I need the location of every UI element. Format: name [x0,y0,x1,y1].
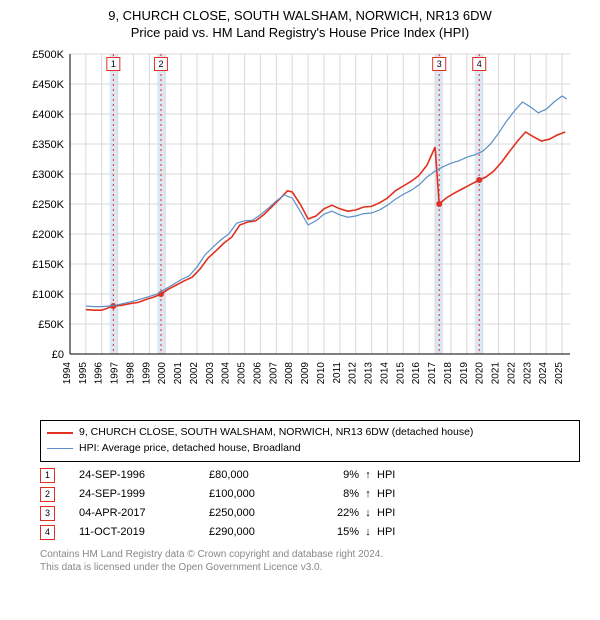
x-tick-label: 2015 [395,362,406,385]
y-tick-label: £350K [32,139,64,151]
footer: Contains HM Land Registry data © Crown c… [40,548,580,574]
title-sub: Price paid vs. HM Land Registry's House … [0,25,600,40]
footer-line1: Contains HM Land Registry data © Crown c… [40,548,580,561]
x-tick-label: 1995 [78,362,89,385]
x-tick-label: 2011 [332,362,343,384]
sales-pct: 8% [309,488,359,500]
sales-row: 3 04-APR-2017£250,00022%↓HPI [40,504,580,523]
chart-svg: £0 £50K £100K £150K £200K £250K £300K £350K £400… [20,44,580,414]
page: 9, CHURCH CLOSE, SOUTH WALSHAM, NORWICH,… [0,0,600,574]
sale-marker-number: 2 [158,59,163,69]
x-tick-label: 2022 [506,362,517,385]
x-tick-label: 2025 [554,362,565,385]
y-tick-label: £100K [32,289,64,301]
legend: 9, CHURCH CLOSE, SOUTH WALSHAM, NORWICH,… [40,420,580,462]
sale-marker-number: 1 [111,59,116,69]
x-tick-label: 2001 [173,362,184,385]
x-tick-label: 2013 [364,362,375,385]
sales-arrow: ↑ [359,488,377,500]
sales-price: £80,000 [209,469,309,481]
x-tick-label: 2002 [189,362,200,385]
x-tick-label: 2008 [284,362,295,385]
y-tick-label: £0 [52,349,64,361]
x-tick-label: 2012 [348,362,359,385]
x-tick-label: 2023 [522,362,533,385]
x-tick-label: 1994 [62,362,73,385]
y-tick-label: £200K [32,229,64,241]
x-tick-label: 2000 [157,362,168,385]
legend-row: HPI: Average price, detached house, Broa… [47,441,573,457]
x-tick-label: 2018 [443,362,454,385]
x-tick-label: 2017 [427,362,438,385]
y-tick-label: £150K [32,259,64,271]
footer-line2: This data is licensed under the Open Gov… [40,561,580,574]
x-tick-label: 2019 [459,362,470,385]
sales-price: £290,000 [209,526,309,538]
sales-table: 124-SEP-1996£80,0009%↑HPI224-SEP-1999£10… [40,466,580,542]
sales-pct: 22% [309,507,359,519]
x-tick-label: 2005 [237,362,248,385]
y-tick-label: £400K [32,109,64,121]
legend-label: HPI: Average price, detached house, Broa… [79,441,301,457]
y-tick-label: £450K [32,79,64,91]
sales-marker: 3 [40,506,55,521]
sales-marker: 4 [40,525,55,540]
sales-row: 4 11-OCT-2019£290,00015%↓HPI [40,523,580,542]
legend-label: 9, CHURCH CLOSE, SOUTH WALSHAM, NORWICH,… [79,425,473,441]
x-tick-label: 2020 [475,362,486,385]
sales-hpi-tag: HPI [377,507,417,519]
sales-row: 2 24-SEP-1999£100,0008%↑HPI [40,485,580,504]
sales-hpi-tag: HPI [377,526,417,538]
x-tick-label: 2004 [221,362,232,385]
sales-pct: 9% [309,469,359,481]
sales-pct: 15% [309,526,359,538]
x-tick-label: 2016 [411,362,422,385]
x-tick-label: 1996 [94,362,105,385]
legend-swatch [47,448,73,449]
x-tick-label: 2006 [252,362,263,385]
x-tick-label: 2007 [268,362,279,385]
legend-row: 9, CHURCH CLOSE, SOUTH WALSHAM, NORWICH,… [47,425,573,441]
x-tick-label: 2014 [379,362,390,385]
sales-date: 11-OCT-2019 [79,526,209,538]
sales-marker: 1 [40,468,55,483]
x-tick-label: 1998 [125,362,136,385]
sales-price: £250,000 [209,507,309,519]
y-tick-label: £50K [38,319,64,331]
sales-row: 1 24-SEP-1996£80,0009%↑HPI [40,466,580,485]
sales-arrow: ↓ [359,507,377,519]
x-tick-label: 1997 [110,362,121,385]
title-block: 9, CHURCH CLOSE, SOUTH WALSHAM, NORWICH,… [0,0,600,44]
sales-hpi-tag: HPI [377,488,417,500]
title-main: 9, CHURCH CLOSE, SOUTH WALSHAM, NORWICH,… [0,8,600,23]
sales-date: 04-APR-2017 [79,507,209,519]
sales-price: £100,000 [209,488,309,500]
x-tick-label: 1999 [141,362,152,385]
chart: £0 £50K £100K £150K £200K £250K £300K £350K £400… [20,44,580,414]
sale-marker-number: 3 [437,59,442,69]
x-tick-label: 2003 [205,362,216,385]
sales-marker: 2 [40,487,55,502]
x-tick-label: 2010 [316,362,327,385]
sales-date: 24-SEP-1999 [79,488,209,500]
sale-marker-number: 4 [477,59,482,69]
x-tick-label: 2021 [491,362,502,385]
y-tick-label: £250K [32,199,64,211]
sales-arrow: ↑ [359,469,377,481]
sales-hpi-tag: HPI [377,469,417,481]
legend-swatch [47,432,73,434]
x-tick-label: 2024 [538,362,549,385]
sales-date: 24-SEP-1996 [79,469,209,481]
sales-arrow: ↓ [359,526,377,538]
y-tick-label: £300K [32,169,64,181]
x-tick-label: 2009 [300,362,311,385]
y-tick-label: £500K [32,49,64,61]
